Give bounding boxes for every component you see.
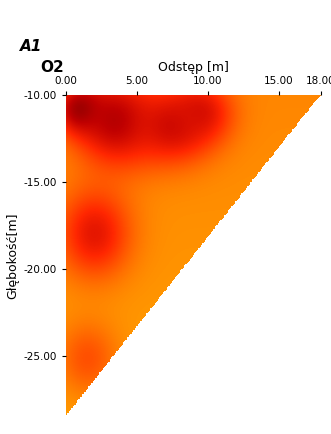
Text: O2: O2 — [41, 59, 65, 75]
X-axis label: Odstęp [m]: Odstęp [m] — [158, 61, 229, 74]
Y-axis label: Głębokość[m]: Głębokość[m] — [7, 213, 20, 299]
Text: A1: A1 — [20, 39, 43, 54]
